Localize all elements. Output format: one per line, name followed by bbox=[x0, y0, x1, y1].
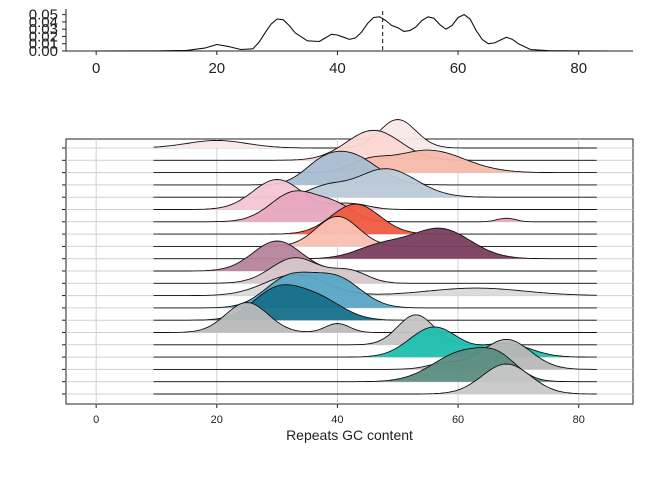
ridge-line bbox=[153, 302, 597, 333]
x-axis-title: Repeats GC content bbox=[286, 427, 413, 443]
ridge-line bbox=[153, 271, 597, 309]
density-line bbox=[96, 14, 609, 52]
ridge-line bbox=[153, 179, 597, 210]
x-tick-label: 20 bbox=[208, 60, 225, 77]
y-tick-label: 0.02 bbox=[29, 28, 58, 45]
ridge-line bbox=[153, 215, 597, 247]
x-tick-label: 40 bbox=[331, 414, 343, 426]
ridgeline-panel: 0 20 40 60 80 Repeats GC content bbox=[62, 119, 634, 443]
ridge-fill bbox=[153, 151, 597, 185]
ridge-line bbox=[153, 168, 597, 198]
ridge-line bbox=[153, 227, 597, 260]
density-panel: 0.000.010.020.030.040.05 0 20 40 60 80 bbox=[29, 7, 633, 77]
ridge-fill bbox=[153, 364, 597, 394]
ridge-fill bbox=[153, 241, 597, 271]
y-tick-label: 0.05 bbox=[29, 7, 58, 24]
ridge-fill bbox=[153, 257, 597, 284]
x-tick-label: 40 bbox=[329, 60, 346, 77]
ridge-line bbox=[153, 129, 597, 161]
ridge-line bbox=[153, 338, 597, 370]
ridge-line bbox=[153, 274, 597, 297]
ridge-fill bbox=[153, 190, 597, 222]
ridge-line bbox=[153, 363, 597, 395]
ridge-line bbox=[153, 257, 597, 284]
ridge-fill bbox=[153, 204, 597, 235]
x-tick-label: 60 bbox=[450, 60, 467, 77]
ridge-fill bbox=[153, 150, 597, 173]
ridge-fill bbox=[153, 130, 597, 161]
ridge-line bbox=[153, 150, 597, 186]
y-tick-label: 0.00 bbox=[29, 43, 58, 60]
ridge-line bbox=[153, 203, 597, 235]
ridge-line bbox=[153, 149, 597, 174]
ridge-line bbox=[153, 314, 597, 346]
y-tick-label: 0.03 bbox=[29, 21, 58, 38]
x-tick-label: 80 bbox=[573, 414, 585, 426]
ridge-line bbox=[153, 240, 597, 272]
y-tick-label: 0.01 bbox=[29, 36, 58, 53]
ridge-fill bbox=[153, 179, 597, 210]
x-tick-label: 80 bbox=[570, 60, 587, 77]
x-tick-label: 0 bbox=[92, 60, 100, 77]
y-tick-label: 0.04 bbox=[29, 14, 58, 31]
x-tick-label: 0 bbox=[93, 414, 99, 426]
ridge-fill bbox=[153, 168, 597, 198]
ridge-fill bbox=[153, 228, 597, 259]
ridge-fill bbox=[153, 302, 597, 333]
x-tick-label: 20 bbox=[211, 414, 223, 426]
x-tick-label: 60 bbox=[452, 414, 464, 426]
